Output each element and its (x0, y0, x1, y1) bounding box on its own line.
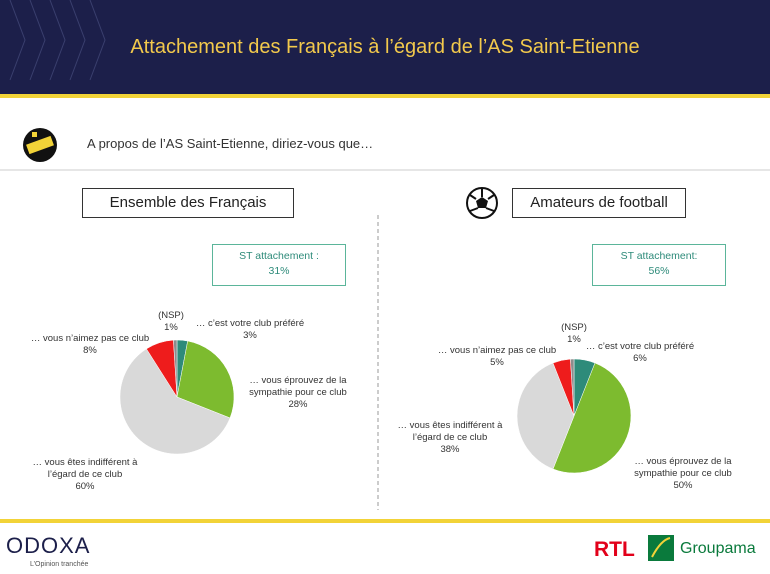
slice-label: … vous n’aimez pas ce club 5% (432, 345, 562, 369)
groupama-logo (648, 535, 674, 561)
annotation-line: ST attachement : (239, 250, 319, 262)
slice-label: … vous n’aimez pas ce club 8% (25, 333, 155, 357)
header-pattern (9, 0, 106, 81)
slice-value: 28% (288, 399, 308, 410)
pie-slice (516, 362, 575, 470)
annotation-line: 56% (648, 265, 670, 277)
pie-slice (570, 358, 575, 417)
slice-value: 60% (75, 481, 95, 492)
slice-name: (NSP) (158, 310, 184, 321)
pie-slice (552, 362, 632, 474)
pie-slice (173, 339, 178, 398)
annotation-line: 31% (268, 265, 290, 277)
slice-name: (NSP) (561, 322, 587, 333)
brand: ODOXA (6, 533, 91, 558)
slice-label: … vous éprouvez de la sympathie pour ce … (233, 375, 363, 411)
slice-name: … c’est votre club préféré (585, 341, 695, 352)
slice-value: 6% (633, 353, 647, 364)
slice-name: … vous n’aimez pas ce club (30, 333, 150, 344)
slice-label: (NSP) 1% (509, 322, 639, 346)
slide-title: Attachement des Français à l’égard de l’… (130, 36, 640, 58)
question: A propos de l’AS Saint-Etienne, diriez-v… (87, 136, 374, 151)
partner-rtl: RTL (594, 538, 635, 561)
annotation-line: ST attachement: (620, 250, 698, 262)
partner-groupama: Groupama (680, 540, 756, 557)
club-logo (23, 128, 57, 162)
annotation: ST attachement: 56% (592, 244, 726, 286)
chart-title: Amateurs de football (512, 188, 686, 218)
slice-value: 50% (673, 480, 693, 491)
slice-label: … vous êtes indifférent à l’égard de ce … (385, 420, 515, 456)
slice-value: 5% (490, 357, 504, 368)
slice-name: … vous êtes indifférent à l’égard de ce … (32, 457, 138, 480)
football-icon (466, 187, 498, 219)
slice-value: 1% (164, 322, 178, 333)
tagline: L’Opinion tranchée (30, 561, 89, 568)
chart-title: Ensemble des Français (82, 188, 294, 218)
slice-value: 38% (440, 444, 460, 455)
slice-value: 1% (567, 334, 581, 345)
header-band (0, 0, 770, 94)
annotation: ST attachement : 31% (212, 244, 346, 286)
slice-name: … vous éprouvez de la sympathie pour ce … (249, 375, 347, 398)
slice-label: … vous êtes indifférent à l’égard de ce … (20, 457, 150, 493)
slice-value: 3% (243, 330, 257, 341)
slice-name: … vous éprouvez de la sympathie pour ce … (634, 456, 732, 479)
pie-slice (119, 348, 231, 455)
pie-slice (176, 340, 235, 419)
slice-name: … vous n’aimez pas ce club (437, 345, 557, 356)
slice-label: (NSP) 1% (106, 310, 236, 334)
slice-label: … c’est votre club préféré 6% (575, 341, 705, 365)
slice-name: … vous êtes indifférent à l’égard de ce … (397, 420, 503, 443)
slice-label: … vous éprouvez de la sympathie pour ce … (618, 456, 748, 492)
slice-name: … c’est votre club préféré (195, 318, 305, 329)
slice-value: 8% (83, 345, 97, 356)
header-rule (0, 94, 770, 98)
footer-rule (0, 519, 770, 523)
slice-label: … c’est votre club préféré 3% (185, 318, 315, 342)
